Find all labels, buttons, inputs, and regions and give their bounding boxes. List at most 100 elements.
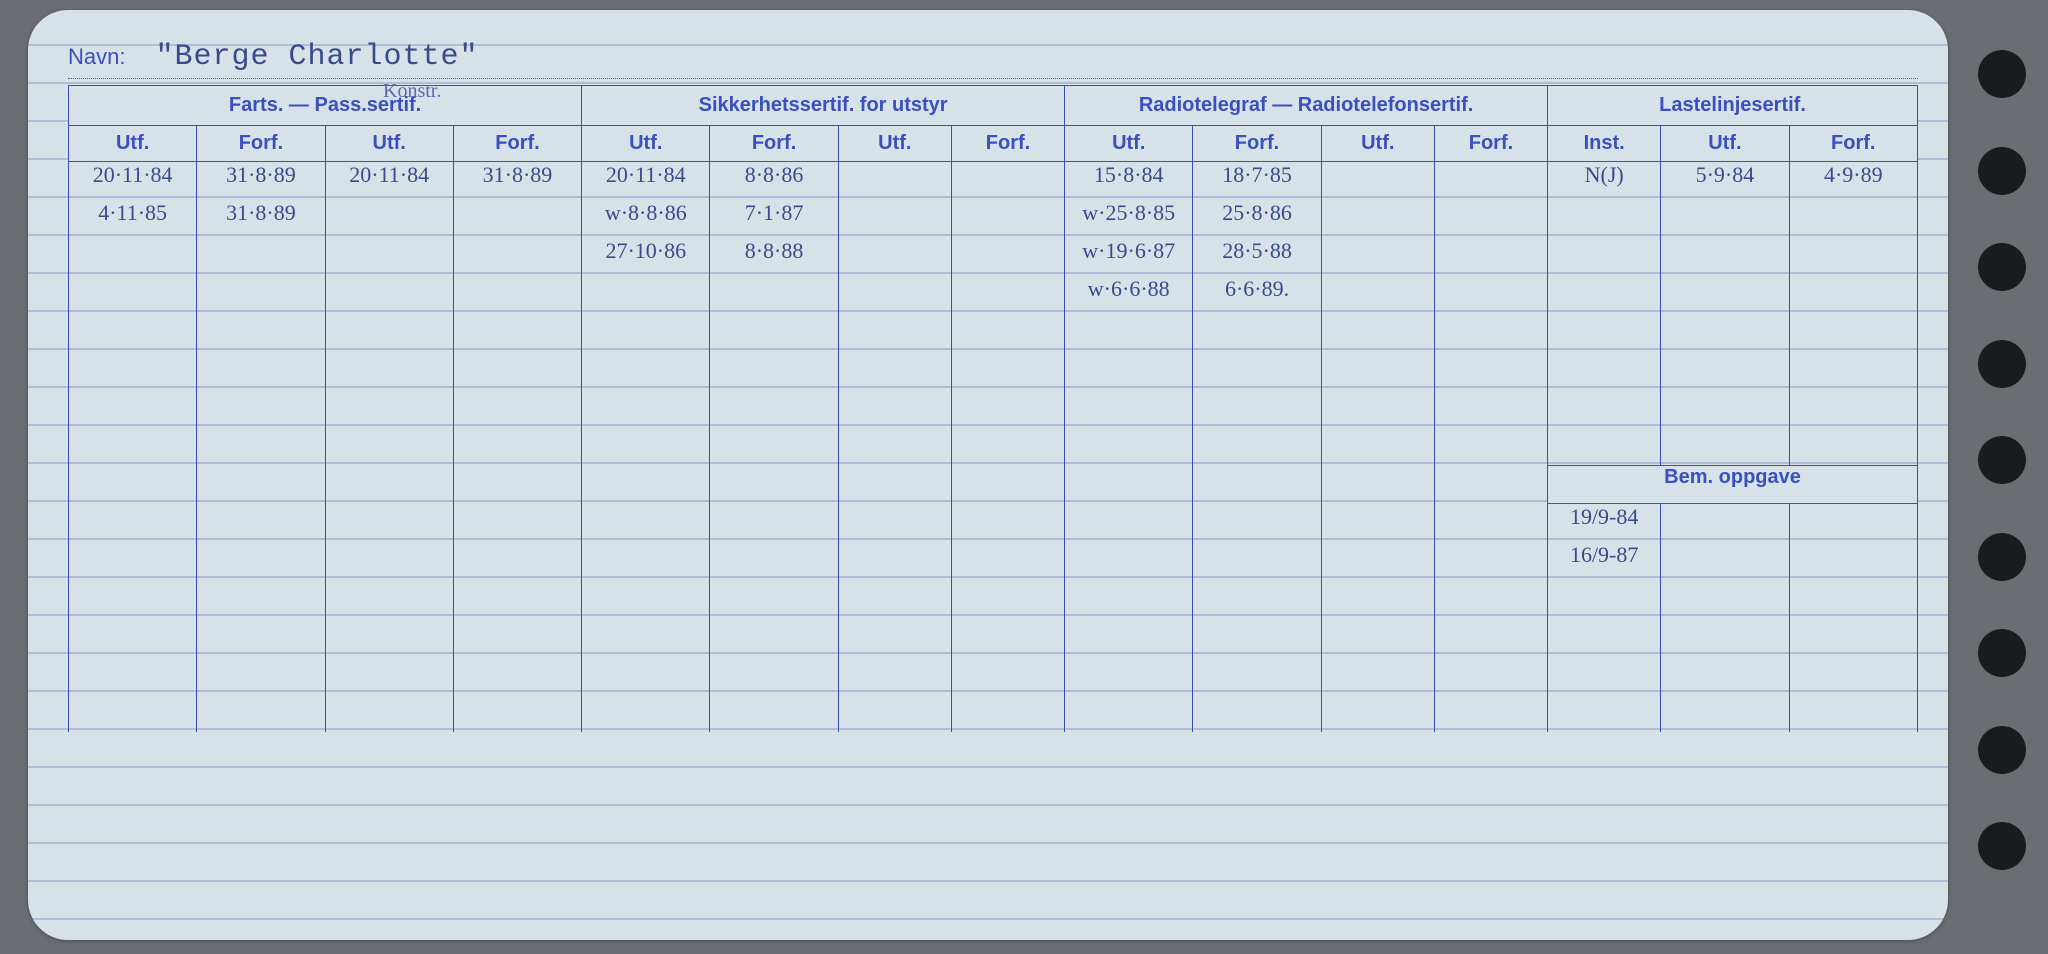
cell (1321, 276, 1434, 314)
cell (1661, 352, 1789, 390)
col-forf: Forf. (453, 126, 581, 162)
cell (1065, 466, 1193, 732)
cell (710, 352, 838, 390)
cell (710, 276, 838, 314)
cell (1661, 542, 1789, 580)
cell (1548, 428, 1661, 466)
cell (1321, 390, 1434, 428)
cell (1789, 352, 1917, 390)
cell (1321, 466, 1434, 732)
cell (951, 390, 1064, 428)
group-farts: Farts. — Pass.sertif. (69, 86, 582, 126)
col-utf: Utf. (1661, 126, 1789, 162)
binder-hole-icon (1978, 243, 2026, 291)
cell (1434, 162, 1547, 200)
cell (838, 428, 951, 466)
cell (1661, 656, 1789, 694)
cell (325, 428, 453, 466)
cell: 16/9-87 (1548, 542, 1661, 580)
cell (1661, 238, 1789, 276)
table-row: 20·11·84 31·8·89 20·11·84 31·8·89 20·11·… (69, 162, 1918, 200)
cell (1434, 428, 1547, 466)
cell (453, 314, 581, 352)
cell (838, 390, 951, 428)
binder-hole-icon (1978, 629, 2026, 677)
cell (453, 466, 581, 732)
cell: 25·8·86 (1193, 200, 1321, 238)
cell (1548, 200, 1661, 238)
group-radio: Radiotelegraf — Radiotelefonsertif. (1065, 86, 1548, 126)
cell: w·19·6·87 (1065, 238, 1193, 276)
cell (325, 200, 453, 238)
col-forf: Forf. (1789, 126, 1917, 162)
cell (325, 466, 453, 732)
cell (582, 352, 710, 390)
col-utf: Utf. (582, 126, 710, 162)
cell (1548, 618, 1661, 656)
cell: 31·8·89 (197, 200, 325, 238)
cell (1548, 314, 1661, 352)
cell (1548, 656, 1661, 694)
cell (838, 352, 951, 390)
cell (582, 466, 710, 732)
cell (582, 428, 710, 466)
col-utf: Utf. (1321, 126, 1434, 162)
cell (1193, 314, 1321, 352)
cell (1661, 504, 1789, 542)
table-row (69, 314, 1918, 352)
col-utf: Utf. (1065, 126, 1193, 162)
cell: N(J) (1548, 162, 1661, 200)
cell (1548, 238, 1661, 276)
cell (1193, 466, 1321, 732)
cell (453, 390, 581, 428)
binder-hole-icon (1978, 50, 2026, 98)
table-row: 4·11·85 31·8·89 w·8·8·86 7·1·87 w·25·8·8… (69, 200, 1918, 238)
col-utf: Utf. (325, 126, 453, 162)
binder-holes (1978, 30, 2038, 930)
cell (325, 238, 453, 276)
navn-value: "Berge Charlotte" (155, 40, 478, 74)
col-inst: Inst. (1548, 126, 1661, 162)
name-row: Navn: "Berge Charlotte" (68, 40, 1918, 79)
cell (1661, 390, 1789, 428)
cell (1789, 694, 1917, 732)
binder-hole-icon (1978, 533, 2026, 581)
table-row (69, 352, 1918, 390)
cell (1065, 428, 1193, 466)
cell (951, 352, 1064, 390)
cell (197, 276, 325, 314)
cell (838, 238, 951, 276)
table-row: w·6·6·88 6·6·89. (69, 276, 1918, 314)
table-row: 27·10·86 8·8·88 w·19·6·87 28·5·88 (69, 238, 1918, 276)
cell (710, 428, 838, 466)
cell (197, 390, 325, 428)
cell (951, 200, 1064, 238)
cell (1789, 618, 1917, 656)
cell (1789, 314, 1917, 352)
cell (1065, 352, 1193, 390)
cell: 4·11·85 (69, 200, 197, 238)
cell (838, 162, 951, 200)
table-row (69, 428, 1918, 466)
cell (1434, 200, 1547, 238)
cell (838, 276, 951, 314)
cell (1065, 314, 1193, 352)
cell (951, 276, 1064, 314)
cell (951, 238, 1064, 276)
cell (838, 466, 951, 732)
cell (1661, 580, 1789, 618)
cell (1789, 276, 1917, 314)
cell: 20·11·84 (582, 162, 710, 200)
cell (453, 352, 581, 390)
table-row (69, 390, 1918, 428)
cell: 15·8·84 (1065, 162, 1193, 200)
col-forf: Forf. (710, 126, 838, 162)
cell: 4·9·89 (1789, 162, 1917, 200)
cell (1321, 352, 1434, 390)
certificate-table: Farts. — Pass.sertif. Sikkerhetssertif. … (68, 85, 1918, 732)
cell (1789, 390, 1917, 428)
konstr-annotation: Konstr. (383, 80, 441, 103)
cell: 31·8·89 (453, 162, 581, 200)
cell (1434, 466, 1547, 732)
cell (1321, 428, 1434, 466)
